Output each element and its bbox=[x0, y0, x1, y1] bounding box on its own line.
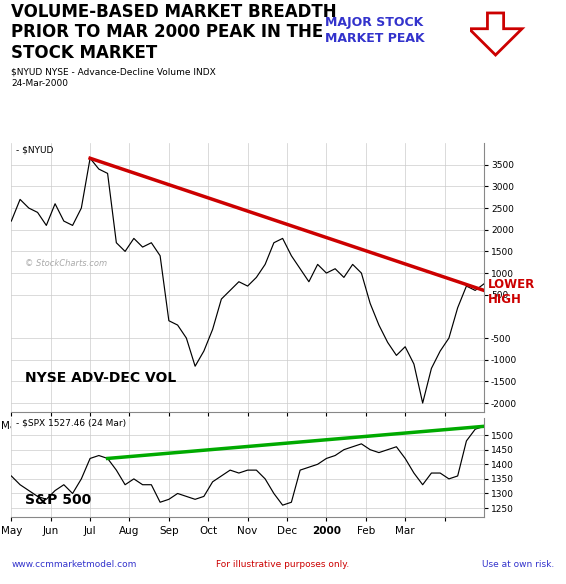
Text: MAJOR STOCK
MARKET PEAK: MAJOR STOCK MARKET PEAK bbox=[325, 16, 425, 46]
Text: PRIOR TO MAR 2000 PEAK IN THE: PRIOR TO MAR 2000 PEAK IN THE bbox=[11, 23, 324, 41]
Text: © StockCharts.com: © StockCharts.com bbox=[25, 259, 108, 267]
Text: - $NYUD: - $NYUD bbox=[16, 146, 53, 155]
Text: www.ccmmarketmodel.com: www.ccmmarketmodel.com bbox=[11, 561, 137, 569]
Text: - $SPX 1527.46 (24 Mar): - $SPX 1527.46 (24 Mar) bbox=[16, 419, 126, 427]
FancyArrow shape bbox=[469, 13, 522, 55]
Text: VOLUME-BASED MARKET BREADTH: VOLUME-BASED MARKET BREADTH bbox=[11, 3, 337, 21]
Text: Use at own risk.: Use at own risk. bbox=[482, 561, 555, 569]
Text: STOCK MARKET: STOCK MARKET bbox=[11, 44, 157, 62]
Text: 24-Mar-2000: 24-Mar-2000 bbox=[11, 79, 68, 88]
Text: $NYUD NYSE - Advance-Decline Volume INDX: $NYUD NYSE - Advance-Decline Volume INDX bbox=[11, 67, 216, 76]
Text: For illustrative purposes only.: For illustrative purposes only. bbox=[216, 561, 350, 569]
Text: LOWER
HIGH: LOWER HIGH bbox=[488, 278, 535, 306]
Text: NYSE ADV-DEC VOL: NYSE ADV-DEC VOL bbox=[25, 371, 177, 385]
Text: S&P 500: S&P 500 bbox=[25, 493, 92, 507]
